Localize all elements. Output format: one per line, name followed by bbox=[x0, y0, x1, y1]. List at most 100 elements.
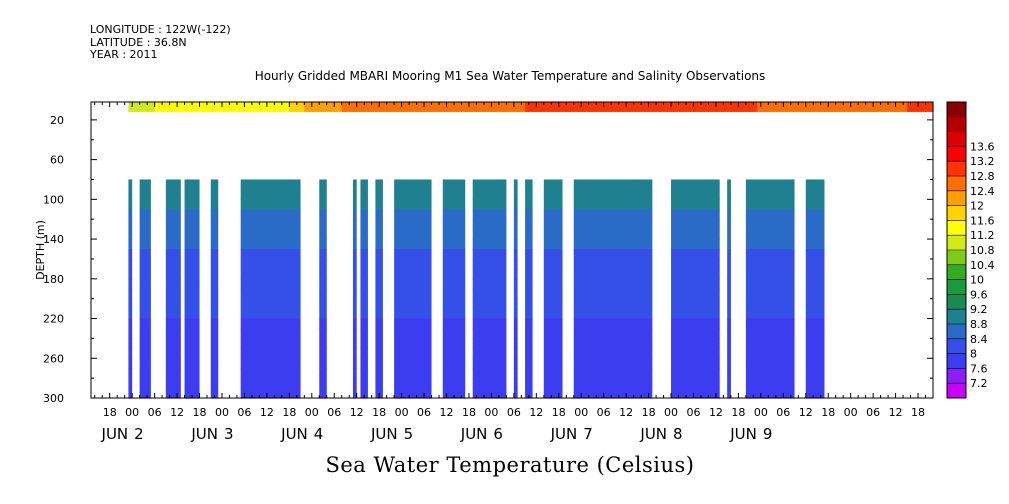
deep-temperature-cell bbox=[165, 388, 181, 399]
surface-temperature-cell bbox=[734, 102, 740, 112]
deep-temperature-cell bbox=[240, 348, 301, 359]
surface-temperature-cell bbox=[914, 102, 919, 112]
surface-temperature-cell bbox=[659, 102, 665, 112]
deep-temperature-cell bbox=[727, 388, 731, 399]
colorbar-swatch bbox=[947, 220, 966, 236]
surface-temperature-cell bbox=[367, 102, 373, 112]
surface-temperature-cell bbox=[229, 102, 234, 112]
surface-temperature-cell bbox=[510, 102, 515, 112]
deep-temperature-cell bbox=[573, 388, 653, 399]
x-tick-label: 00 bbox=[844, 406, 858, 419]
deep-temperature-cell bbox=[671, 378, 720, 389]
surface-temperature-cell bbox=[532, 102, 537, 112]
colorbar-label: 8.8 bbox=[970, 318, 988, 331]
x-tick-label: 06 bbox=[686, 406, 700, 419]
deep-temperature-cell bbox=[805, 318, 825, 330]
deep-temperature-cell bbox=[352, 298, 357, 310]
surface-temperature-cell bbox=[757, 102, 762, 112]
surface-temperature-cell bbox=[457, 102, 463, 112]
deep-temperature-cell bbox=[472, 219, 507, 230]
deep-temperature-cell bbox=[360, 308, 368, 320]
surface-temperature-cell bbox=[337, 102, 343, 112]
y-axis-label: DEPTH (m) bbox=[34, 220, 47, 280]
surface-temperature-cell bbox=[742, 102, 747, 112]
deep-temperature-cell bbox=[442, 338, 466, 349]
deep-temperature-cell bbox=[573, 258, 653, 270]
deep-temperature-cell bbox=[671, 239, 720, 250]
x-tick-label: 18 bbox=[462, 406, 476, 419]
date-label-month: JUN bbox=[460, 425, 488, 443]
surface-temperature-cell bbox=[903, 102, 908, 112]
surface-temperature-cell bbox=[828, 102, 833, 112]
surface-temperature-cell bbox=[787, 102, 792, 112]
surface-temperature-cell bbox=[772, 102, 777, 112]
colorbar-label: 12.4 bbox=[970, 185, 995, 198]
surface-temperature-cell bbox=[865, 102, 870, 112]
deep-temperature-cell bbox=[472, 278, 507, 290]
deep-temperature-cell bbox=[394, 388, 432, 399]
surface-temperature-cell bbox=[805, 102, 811, 112]
x-tick-label: 06 bbox=[237, 406, 251, 419]
deep-temperature-cell bbox=[805, 258, 825, 270]
deep-temperature-cell bbox=[210, 219, 219, 230]
deep-temperature-cell bbox=[671, 348, 720, 359]
x-tick-label: 12 bbox=[170, 406, 184, 419]
deep-temperature-cell bbox=[805, 199, 825, 210]
deep-temperature-cell bbox=[394, 209, 432, 220]
deep-temperature-cell bbox=[543, 199, 563, 210]
deep-temperature-cell bbox=[165, 288, 181, 300]
deep-temperature-cell bbox=[472, 239, 507, 250]
deep-temperature-cell bbox=[727, 239, 731, 250]
deep-temperature-cell bbox=[352, 239, 357, 250]
deep-temperature-cell bbox=[671, 338, 720, 349]
deep-temperature-cell bbox=[573, 378, 653, 389]
date-label-day: 6 bbox=[493, 425, 503, 443]
deep-temperature-cell bbox=[240, 288, 301, 300]
deep-temperature-cell bbox=[805, 368, 825, 379]
deep-temperature-cell bbox=[727, 358, 731, 369]
surface-temperature-cell bbox=[233, 102, 238, 112]
surface-temperature-cell bbox=[648, 102, 653, 112]
deep-temperature-cell bbox=[210, 268, 219, 280]
colorbar-swatch bbox=[947, 235, 966, 251]
deep-temperature-cell bbox=[360, 388, 368, 399]
deep-temperature-cell bbox=[210, 298, 219, 310]
x-tick-label: 06 bbox=[417, 406, 431, 419]
deep-temperature-cell bbox=[210, 199, 219, 210]
deep-temperature-cell bbox=[745, 278, 795, 290]
deep-temperature-cell bbox=[573, 239, 653, 250]
deep-temperature-cell bbox=[543, 288, 563, 300]
surface-temperature-cell bbox=[188, 102, 193, 112]
deep-temperature-cell bbox=[319, 229, 327, 240]
deep-temperature-cell bbox=[319, 298, 327, 310]
surface-temperature-cell bbox=[671, 102, 676, 112]
surface-temperature-cell bbox=[386, 102, 391, 112]
colorbar-label: 11.6 bbox=[970, 214, 995, 227]
surface-temperature-cell bbox=[495, 102, 500, 112]
deep-temperature-cell bbox=[513, 328, 518, 340]
deep-temperature-cell bbox=[745, 328, 795, 340]
deep-temperature-cell bbox=[210, 318, 219, 330]
deep-temperature-cell bbox=[360, 358, 368, 369]
deep-temperature-cell bbox=[240, 358, 301, 369]
surface-temperature-cell bbox=[540, 102, 545, 112]
deep-temperature-cell bbox=[139, 209, 151, 220]
deep-temperature-cell bbox=[375, 378, 383, 389]
surface-temperature-cell bbox=[278, 102, 283, 112]
deep-temperature-cell bbox=[165, 189, 181, 200]
deep-temperature-cell bbox=[573, 179, 653, 191]
deep-temperature-cell bbox=[139, 378, 151, 389]
deep-temperature-cell bbox=[442, 258, 466, 270]
date-label-month: JUN bbox=[729, 425, 757, 443]
deep-temperature-cell bbox=[352, 328, 357, 340]
x-tick-label: 18 bbox=[282, 406, 296, 419]
deep-temperature-cell bbox=[210, 189, 219, 200]
deep-temperature-cell bbox=[352, 229, 357, 240]
deep-temperature-cell bbox=[472, 308, 507, 320]
deep-temperature-cell bbox=[671, 318, 720, 330]
longitude-text: LONGITUDE : 122W(-122) bbox=[90, 23, 231, 36]
x-tick-label: 12 bbox=[529, 406, 543, 419]
x-tick-label: 00 bbox=[125, 406, 139, 419]
surface-temperature-cell bbox=[641, 102, 646, 112]
deep-temperature-cell bbox=[671, 268, 720, 280]
